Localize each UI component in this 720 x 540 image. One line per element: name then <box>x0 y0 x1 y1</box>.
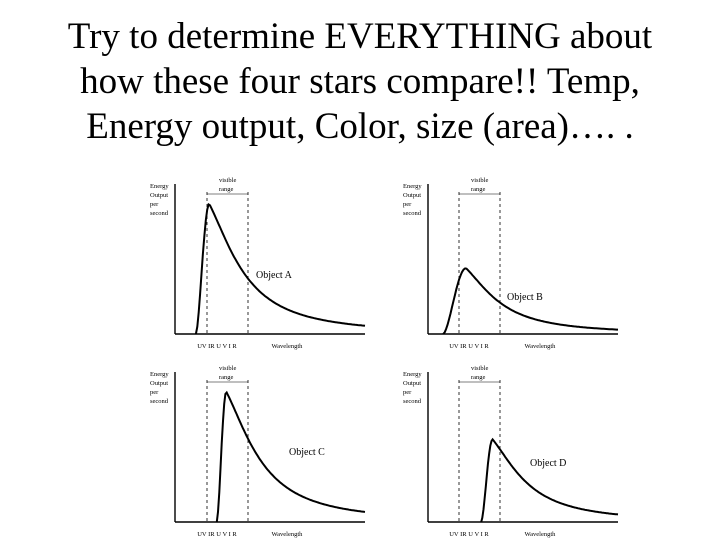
panel-3-y-label-line: per <box>150 389 159 396</box>
panel-3-x-label: Wavelength <box>272 531 304 538</box>
panel-1-uv-ir-label: UV IR U V I R <box>197 343 237 350</box>
panel-3-object-label: Object C <box>289 447 325 458</box>
panel-2-x-label: Wavelength <box>525 343 557 350</box>
panel-2-visible-label-line: range <box>471 186 486 193</box>
panel-1-spectrum-curve <box>194 202 366 335</box>
panel-2-spectrum-curve <box>442 267 618 335</box>
panel-4-visible-label-line: range <box>471 374 486 381</box>
panel-3-spectrum-curve <box>215 390 366 523</box>
panel-3-uv-ir-label: UV IR U V I R <box>197 531 237 538</box>
panel-3-y-label-line: second <box>150 398 169 405</box>
panel-4-y-label-line: second <box>403 398 422 405</box>
panel-1-y-label-line: Output <box>150 192 168 199</box>
panel-1-object-label: Object A <box>256 270 293 281</box>
panel-4-y-label-line: Energy <box>403 371 422 378</box>
panel-1-visible-label-line: range <box>219 186 234 193</box>
panel-1-visible-label-line: visible <box>219 177 236 184</box>
panel-2-object-label: Object B <box>507 292 543 303</box>
title-line-1: Try to determine EVERYTHING about <box>67 16 653 57</box>
panel-3-visible-label-line: visible <box>219 365 236 372</box>
panel-3-visible-label-line: range <box>219 374 234 381</box>
panel-2-uv-ir-label: UV IR U V I R <box>449 343 489 350</box>
panel-1-y-label-line: Energy <box>150 183 169 190</box>
panel-4-visible-label-line: visible <box>471 365 488 372</box>
panel-4-y-label-line: per <box>403 389 412 396</box>
panel-4-spectrum-curve <box>480 437 619 523</box>
panel-4-uv-ir-label: UV IR U V I R <box>449 531 489 538</box>
panel-1-y-label-line: second <box>150 210 169 217</box>
panel-1-x-label: Wavelength <box>272 343 304 350</box>
panel-3-y-label-line: Energy <box>150 371 169 378</box>
panel-3-y-label-line: Output <box>150 380 168 387</box>
panel-4-x-label: Wavelength <box>525 531 557 538</box>
title-line-3: Energy output, Color, size (area)…. . <box>86 106 634 147</box>
panel-2-y-label-line: per <box>403 201 412 208</box>
panel-2-y-label-line: second <box>403 210 422 217</box>
title-line-2: how these four stars compare!! Temp, <box>80 61 640 102</box>
panel-4-y-label-line: Output <box>403 380 421 387</box>
panel-2-y-label-line: Output <box>403 192 421 199</box>
panel-2-visible-label-line: visible <box>471 177 488 184</box>
panel-1-y-label-line: per <box>150 201 159 208</box>
panel-4-object-label: Object D <box>530 458 566 469</box>
panel-2-y-label-line: Energy <box>403 183 422 190</box>
slide-title: Try to determine EVERYTHING about how th… <box>0 14 720 149</box>
